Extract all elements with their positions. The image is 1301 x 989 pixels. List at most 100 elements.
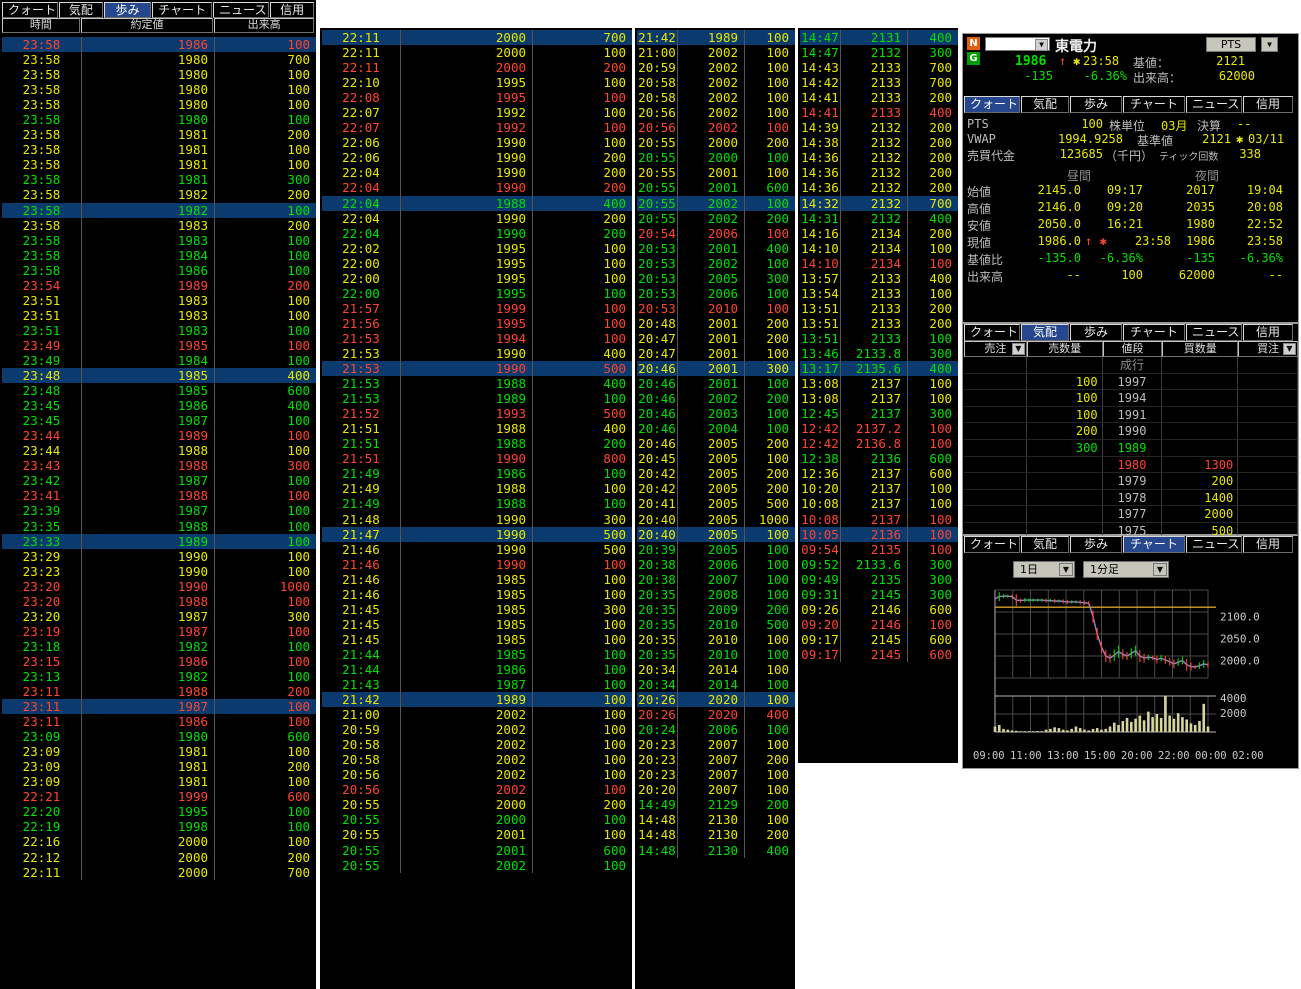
tape-row[interactable]: 12:38 2136 600 bbox=[800, 451, 958, 467]
tape-row[interactable]: 22:11 2000 200 bbox=[322, 60, 632, 76]
tape-row[interactable]: 20:55 2000 100 bbox=[637, 150, 795, 166]
tape-row[interactable]: 09:31 2145 300 bbox=[800, 586, 958, 602]
tape-row[interactable]: 20:55 2002 100 bbox=[322, 857, 632, 873]
tape-row[interactable]: 21:45 1985 300 bbox=[322, 601, 632, 617]
tape-row[interactable]: 14:47 2131 400 bbox=[800, 30, 958, 46]
tape-row[interactable]: 23:20 1988 100 bbox=[2, 593, 316, 609]
tape-row[interactable]: 20:58 2002 100 bbox=[322, 752, 632, 768]
tape-row[interactable]: 23:42 1987 100 bbox=[2, 473, 316, 489]
tape-row[interactable]: 23:09 1981 200 bbox=[2, 759, 316, 775]
header-sell-order[interactable]: 売注 ▼ bbox=[964, 341, 1027, 357]
tape-row[interactable]: 09:54 2135 100 bbox=[800, 541, 958, 557]
tape-row[interactable]: 23:44 1988 100 bbox=[2, 443, 316, 459]
range-chevron-down-icon[interactable]: ▼ bbox=[1059, 563, 1073, 576]
tape-row[interactable]: 22:11 2000 700 bbox=[2, 864, 316, 880]
tape-row[interactable]: 22:08 1995 100 bbox=[322, 90, 632, 106]
tape-row[interactable]: 20:34 2014 100 bbox=[637, 661, 795, 678]
tape-row[interactable]: 22:11 2000 100 bbox=[322, 45, 632, 61]
header-buy-order[interactable]: 買注 ▼ bbox=[1238, 341, 1298, 357]
orderbook-row[interactable]: 200 1990 bbox=[964, 423, 1299, 440]
tape-row[interactable]: 21:45 1985 100 bbox=[322, 631, 632, 647]
tape-row[interactable]: 22:07 1992 100 bbox=[322, 105, 632, 121]
tape-row[interactable]: 20:24 2006 100 bbox=[637, 722, 795, 738]
tape-row[interactable]: 13:46 2133.8 300 bbox=[800, 345, 958, 362]
tape-row[interactable]: 23:45 1987 100 bbox=[2, 413, 316, 429]
tape-row[interactable]: 22:00 1995 100 bbox=[322, 255, 632, 271]
tape-row[interactable]: 23:29 1990 100 bbox=[2, 548, 316, 564]
tape-row[interactable]: 23:58 1981 200 bbox=[2, 127, 316, 143]
tape-row[interactable]: 23:58 1983 200 bbox=[2, 217, 316, 233]
market-chevron-down-icon[interactable]: ▼ bbox=[1261, 37, 1278, 52]
tape-row[interactable]: 22:12 2000 200 bbox=[2, 849, 316, 865]
tape-row[interactable]: 20:53 2001 400 bbox=[637, 240, 795, 256]
tape-tab-0[interactable]: クォート bbox=[2, 2, 58, 18]
tape-row[interactable]: 09:17 2145 600 bbox=[800, 631, 958, 647]
tape-row[interactable]: 14:48 2130 200 bbox=[637, 827, 795, 843]
orderbook-row[interactable]: 1977 2000 bbox=[964, 506, 1299, 523]
tape-row[interactable]: 20:46 2004 100 bbox=[637, 421, 795, 437]
tape-row[interactable]: 20:56 2002 100 bbox=[322, 767, 632, 783]
tape-column-1[interactable]: 23:58 1986 100 23:58 1980 700 23:58 1980 100 23:5… bbox=[2, 37, 316, 880]
tape-row[interactable]: 21:57 1999 100 bbox=[322, 300, 632, 316]
tape-row[interactable]: 21:46 1985 100 bbox=[322, 571, 632, 587]
tape-row[interactable]: 10:05 2136 100 bbox=[800, 526, 958, 542]
tape-row[interactable]: 20:55 2002 200 bbox=[637, 210, 795, 226]
tape-row[interactable]: 23:58 1980 100 bbox=[2, 97, 316, 113]
tape-row[interactable]: 10:08 2137 100 bbox=[800, 496, 958, 512]
tape-row[interactable]: 20:46 2002 200 bbox=[637, 391, 795, 407]
tape-row[interactable]: 20:45 2005 100 bbox=[637, 451, 795, 467]
tape-row[interactable]: 20:35 2010 500 bbox=[637, 616, 795, 632]
tape-row[interactable]: 13:08 2137 100 bbox=[800, 391, 958, 407]
tape-row[interactable]: 21:00 2002 100 bbox=[637, 45, 795, 61]
tape-row[interactable]: 22:00 1995 100 bbox=[322, 270, 632, 286]
tape-row[interactable]: 20:40 2005 100 bbox=[637, 526, 795, 542]
tape-row[interactable]: 09:52 2133.6 300 bbox=[800, 556, 958, 572]
header-price[interactable]: 値段 bbox=[1102, 341, 1163, 357]
tape-row[interactable]: 13:08 2137 100 bbox=[800, 376, 958, 392]
quote-tab-2[interactable]: 歩み bbox=[1070, 96, 1122, 113]
orderbook-tab-2[interactable]: 歩み bbox=[1070, 324, 1122, 341]
tape-row[interactable]: 14:41 2133 200 bbox=[800, 90, 958, 106]
tape-row[interactable]: 20:56 2002 100 bbox=[637, 105, 795, 121]
tape-row[interactable]: 21:42 1989 100 bbox=[322, 692, 632, 708]
tape-row[interactable]: 14:42 2133 700 bbox=[800, 75, 958, 91]
orderbook-tab-1[interactable]: 気配 bbox=[1021, 324, 1069, 341]
tape-row[interactable]: 23:11 1986 100 bbox=[2, 714, 316, 730]
orderbook-rows[interactable]: 成行 100 1997 100 1994 100 1991 200 1990 300 1989 198… bbox=[963, 357, 1299, 540]
tape-row[interactable]: 22:16 2000 100 bbox=[2, 834, 316, 850]
quote-tab-1[interactable]: 気配 bbox=[1021, 96, 1069, 113]
header-sell-qty[interactable]: 売数量 bbox=[1026, 341, 1103, 357]
tape-row[interactable]: 20:46 2005 200 bbox=[637, 436, 795, 452]
tape-row[interactable]: 20:35 2009 200 bbox=[637, 601, 795, 617]
tape-row[interactable]: 21:47 1990 500 bbox=[322, 526, 632, 542]
tape-row[interactable]: 21:42 1989 100 bbox=[637, 30, 795, 46]
tape-row[interactable]: 21:52 1993 500 bbox=[322, 406, 632, 422]
tape-row[interactable]: 23:15 1986 100 bbox=[2, 653, 316, 669]
tape-row[interactable]: 14:48 2130 400 bbox=[637, 842, 795, 858]
tape-row[interactable]: 20:42 2005 200 bbox=[637, 481, 795, 497]
tape-row[interactable]: 23:45 1986 400 bbox=[2, 398, 316, 414]
tape-row[interactable]: 23:49 1984 100 bbox=[2, 352, 316, 369]
tape-row[interactable]: 20:55 2001 100 bbox=[322, 827, 632, 843]
tape-row[interactable]: 22:04 1990 200 bbox=[322, 225, 632, 241]
tape-row[interactable]: 21:53 1990 400 bbox=[322, 345, 632, 362]
tape-row[interactable]: 14:41 2133 400 bbox=[800, 105, 958, 121]
orderbook-tab-5[interactable]: 信用 bbox=[1243, 324, 1293, 341]
tape-row[interactable]: 12:45 2137 300 bbox=[800, 406, 958, 422]
orderbook-tab-3[interactable]: チャート bbox=[1123, 324, 1185, 341]
tape-row[interactable]: 21:00 2002 100 bbox=[322, 707, 632, 723]
orderbook-row[interactable]: 1979 200 bbox=[964, 473, 1299, 490]
tape-row[interactable]: 20:26 2020 400 bbox=[637, 707, 795, 723]
tape-row[interactable]: 20:46 2003 100 bbox=[637, 406, 795, 422]
tape-tab-5[interactable]: 信用 bbox=[270, 2, 314, 18]
header-time[interactable]: 時間 bbox=[2, 18, 80, 33]
tape-row[interactable]: 20:46 2001 300 bbox=[637, 361, 795, 377]
tape-tab-2[interactable]: 歩み bbox=[103, 2, 152, 18]
tape-row[interactable]: 12:42 2136.8 100 bbox=[800, 436, 958, 452]
orderbook-row[interactable]: 100 1994 bbox=[964, 390, 1299, 407]
tape-row[interactable]: 14:16 2134 200 bbox=[800, 225, 958, 241]
tape-row[interactable]: 23:35 1988 100 bbox=[2, 518, 316, 534]
tape-row[interactable]: 22:02 1995 100 bbox=[322, 240, 632, 256]
quote-tab-0[interactable]: クォート bbox=[964, 96, 1020, 113]
tape-row[interactable]: 23:58 1982 200 bbox=[2, 187, 316, 203]
